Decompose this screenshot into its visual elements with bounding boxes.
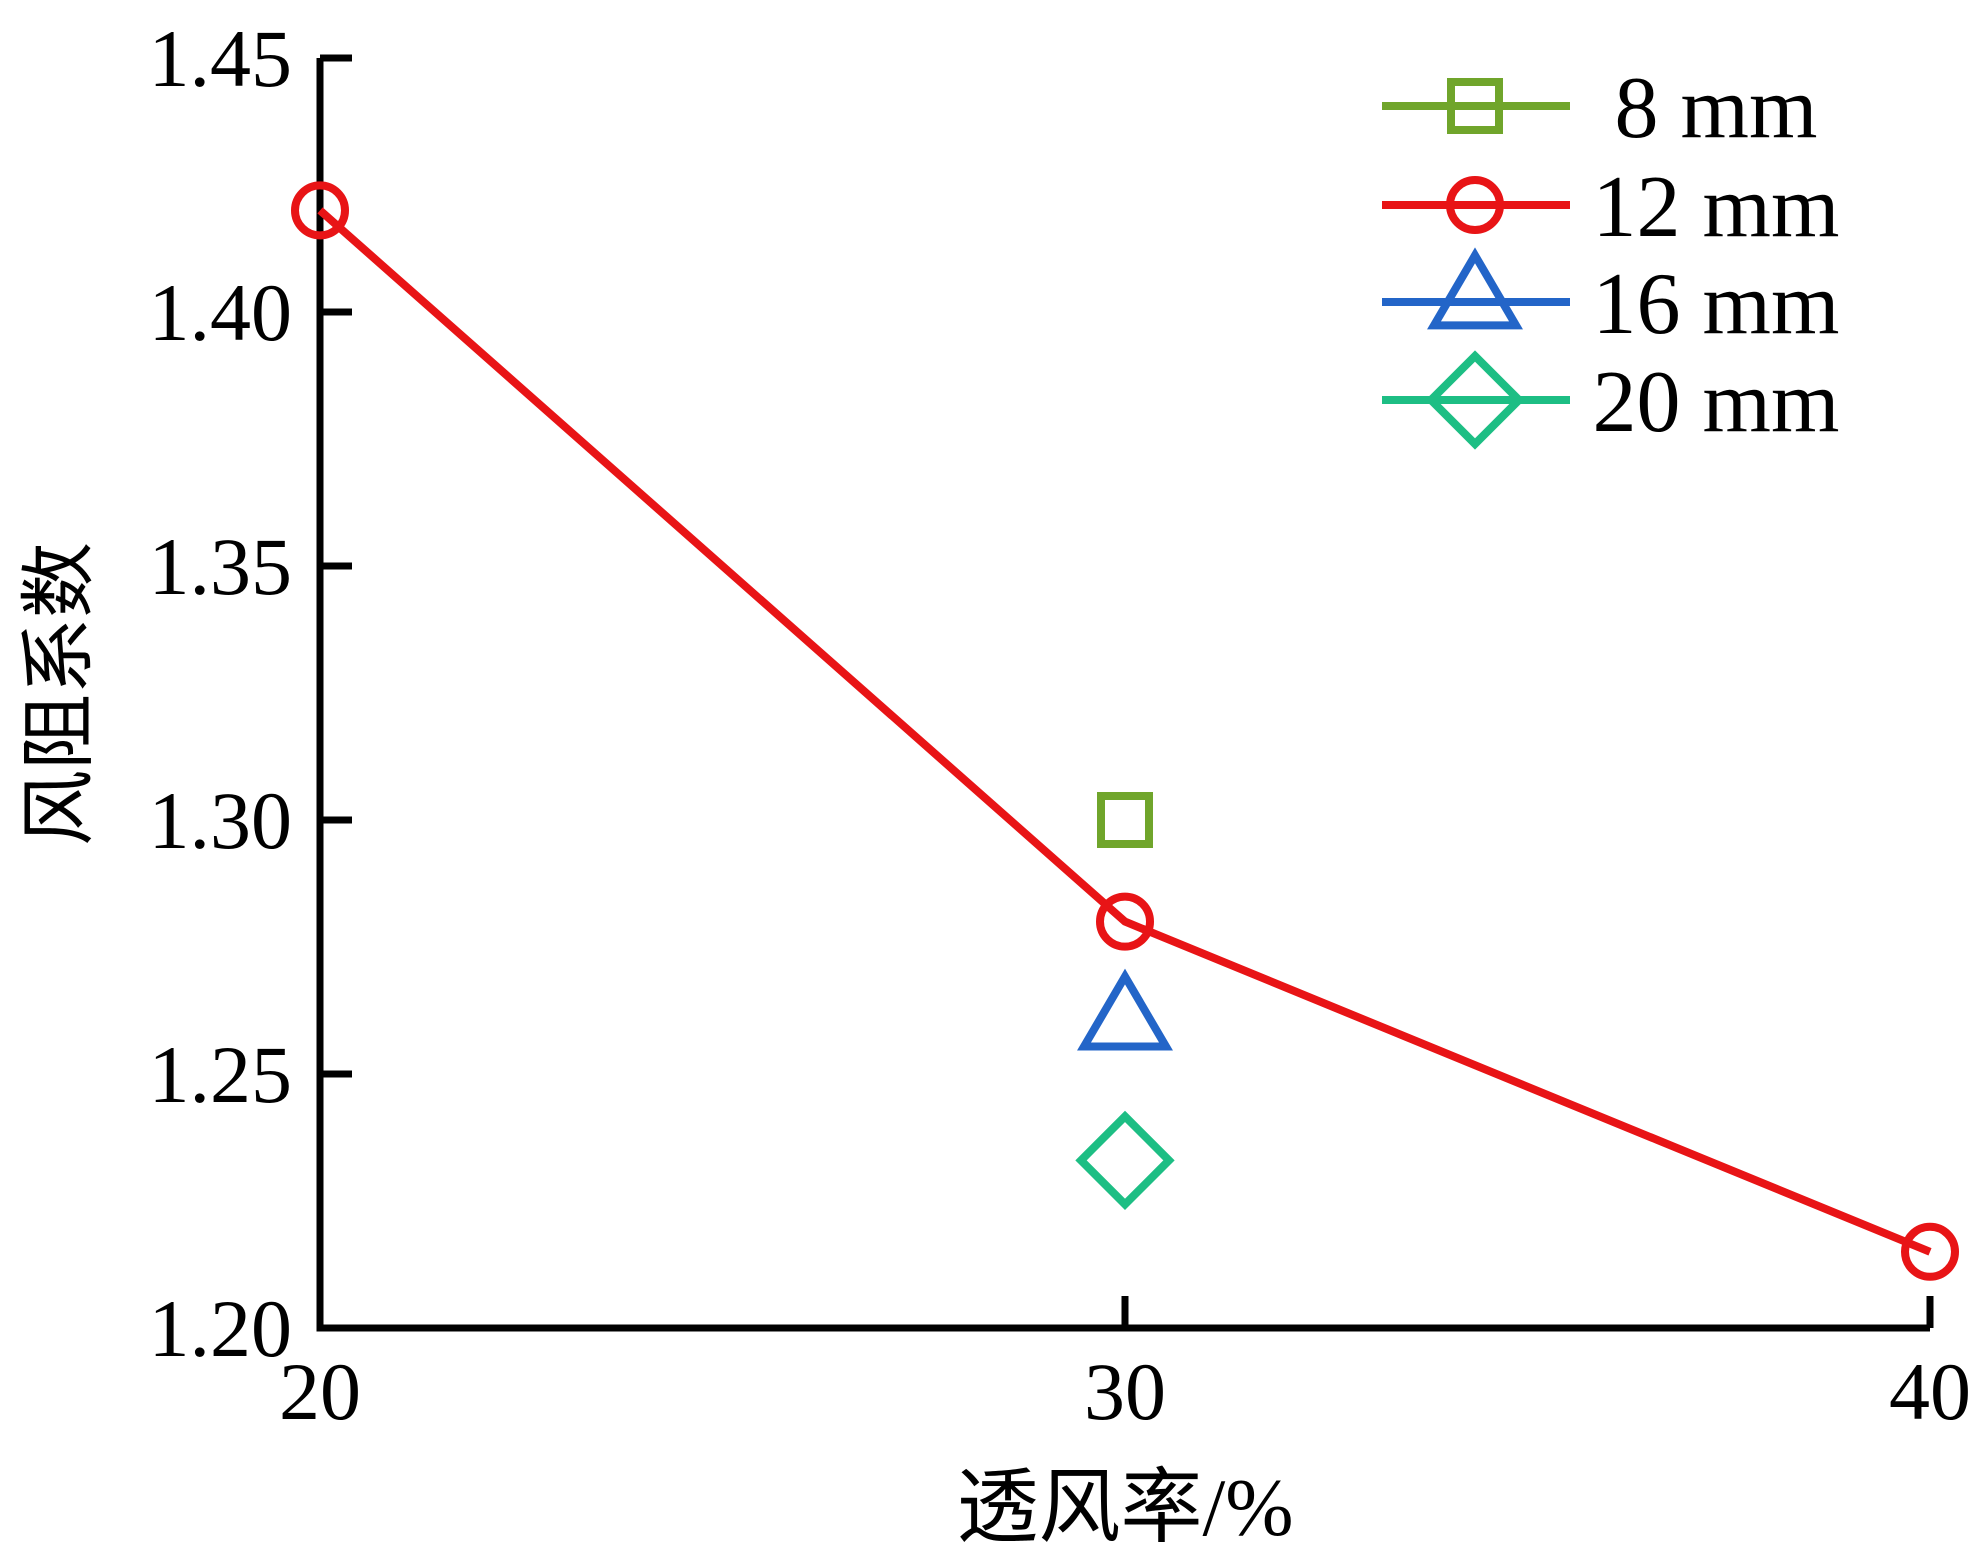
legend-label: 8 mm [1615, 60, 1818, 157]
legend-marker-triangle [1434, 255, 1516, 325]
y-axis-title: 风阻系数 [0, 542, 107, 846]
data-point-marker-diamond [1081, 1116, 1169, 1204]
data-point-marker-triangle [1084, 977, 1166, 1047]
x-tick-label: 30 [1084, 1346, 1166, 1437]
legend-label: 12 mm [1593, 159, 1840, 256]
x-tick-label: 40 [1889, 1346, 1971, 1437]
x-axis-title: 透风率/% [956, 1440, 1293, 1559]
y-tick-label: 1.20 [149, 1283, 293, 1374]
y-tick-label: 1.45 [149, 13, 293, 104]
legend-entry-20-mm: 20 mm [1382, 354, 1839, 451]
data-point-marker-square [1101, 796, 1149, 844]
y-tick-label: 1.35 [149, 521, 293, 612]
y-tick-label: 1.40 [149, 267, 293, 358]
legend-label: 16 mm [1593, 256, 1840, 353]
y-tick-label: 1.30 [149, 775, 293, 866]
x-tick-label: 20 [279, 1346, 361, 1437]
legend-label: 20 mm [1593, 354, 1840, 451]
y-tick-label: 1.25 [149, 1029, 293, 1120]
